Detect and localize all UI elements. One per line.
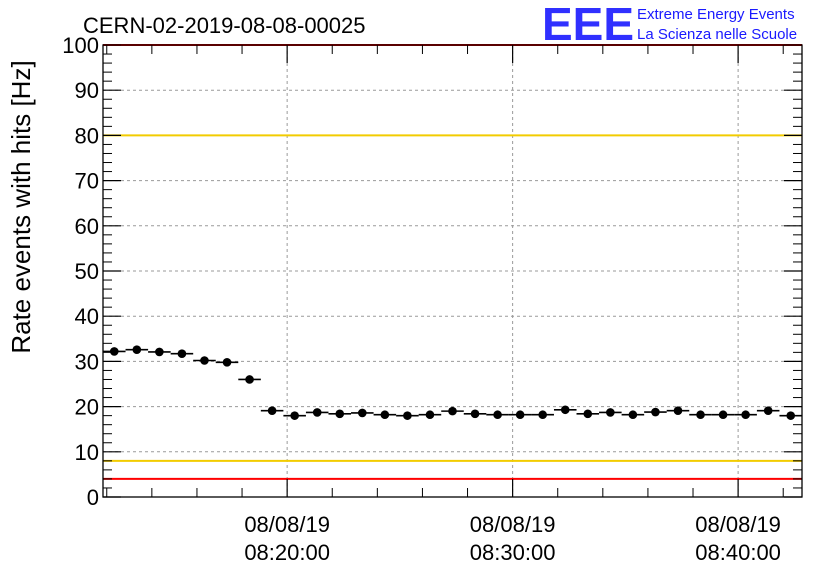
data-point (463, 409, 487, 419)
data-point-marker (200, 356, 209, 365)
y-tick-label: 0 (87, 485, 99, 510)
y-tick-label: 30 (75, 349, 99, 374)
data-point-marker (448, 406, 457, 416)
data-point-marker (132, 345, 142, 354)
x-tick-label-time: 08:30:00 (470, 540, 556, 565)
y-tick-label: 60 (75, 214, 99, 239)
data-point (260, 406, 284, 415)
x-tick-label-date: 08/08/19 (470, 512, 556, 537)
x-tick-label-time: 08:20:00 (244, 540, 330, 565)
data-point (328, 409, 352, 419)
eee-logo-line2: La Scienza nelle Scuole (637, 26, 797, 43)
y-tick-label: 90 (75, 78, 99, 103)
data-point-marker (583, 409, 593, 419)
data-point-marker (741, 410, 750, 420)
data-point-marker (560, 405, 570, 415)
data-point (756, 406, 780, 415)
data-point (711, 410, 735, 420)
data-point (103, 347, 126, 356)
data-point-marker (245, 375, 254, 384)
data-point-marker (177, 349, 187, 359)
data-point (689, 410, 712, 420)
y-axis-title: Rate events with hits [Hz] (6, 60, 36, 353)
x-tick-label-time: 08:40:00 (695, 540, 781, 565)
data-point-marker (109, 347, 119, 356)
data-point (148, 347, 171, 357)
data-point-marker (786, 411, 796, 420)
data-point-marker (673, 406, 683, 415)
data-point (576, 409, 600, 419)
data-point-marker (222, 358, 232, 367)
data-point-marker (335, 409, 345, 419)
data-point (441, 406, 464, 416)
data-point (373, 410, 397, 420)
data-point-marker (358, 408, 367, 418)
data-point (215, 358, 239, 367)
data-point (486, 410, 509, 420)
data-point-marker (651, 407, 660, 417)
y-tick-label: 20 (75, 395, 99, 420)
data-point (531, 410, 554, 420)
y-tick-label: 50 (75, 259, 99, 284)
data-point-marker (763, 406, 773, 415)
eee-logo: EEE Extreme Energy Events La Scienza nel… (542, 0, 797, 50)
y-tick-label: 80 (75, 123, 99, 148)
data-point-marker (267, 406, 277, 415)
y-tick-label: 10 (75, 440, 99, 465)
data-point-marker (538, 410, 547, 420)
data-point (418, 410, 442, 420)
data-point-marker (470, 409, 480, 419)
grid-lines (103, 45, 802, 497)
data-point-marker (290, 411, 299, 420)
y-tick-label: 40 (75, 304, 99, 329)
data-point (170, 349, 194, 359)
data-point (351, 408, 374, 418)
data-points (103, 345, 802, 420)
data-point-marker (628, 410, 638, 420)
y-tick-label: 70 (75, 169, 99, 194)
data-point (305, 408, 329, 417)
x-tick-label-date: 08/08/19 (244, 512, 330, 537)
data-point (508, 410, 532, 420)
data-point (599, 408, 622, 417)
data-point (283, 411, 306, 420)
data-point (396, 411, 419, 420)
axes: 0 10 20 30 40 50 60 70 80 90 100 08/08/19 08:20:00 08… (62, 33, 803, 565)
data-point (644, 407, 667, 417)
data-point-marker (425, 410, 435, 420)
eee-logo-mark: EEE (542, 0, 634, 50)
y-tick-label: 100 (62, 33, 99, 58)
data-point-marker (403, 411, 412, 420)
data-point-marker (380, 410, 390, 420)
chart-title: CERN-02-2019-08-08-00025 (83, 13, 366, 38)
data-point (734, 410, 757, 420)
data-point-marker (606, 408, 615, 417)
data-point (238, 375, 261, 384)
data-point (553, 405, 577, 415)
data-point-marker (493, 410, 502, 420)
data-point (779, 411, 802, 420)
data-point (193, 356, 216, 365)
data-point-marker (312, 408, 322, 417)
x-tick-label-date: 08/08/19 (695, 512, 781, 537)
data-point (125, 345, 149, 354)
data-point-marker (718, 410, 728, 420)
eee-logo-line1: Extreme Energy Events (637, 6, 795, 23)
data-point-marker (155, 347, 164, 357)
data-point-marker (515, 410, 525, 420)
data-point (666, 406, 690, 415)
data-point (621, 410, 645, 420)
data-point-marker (696, 410, 705, 420)
